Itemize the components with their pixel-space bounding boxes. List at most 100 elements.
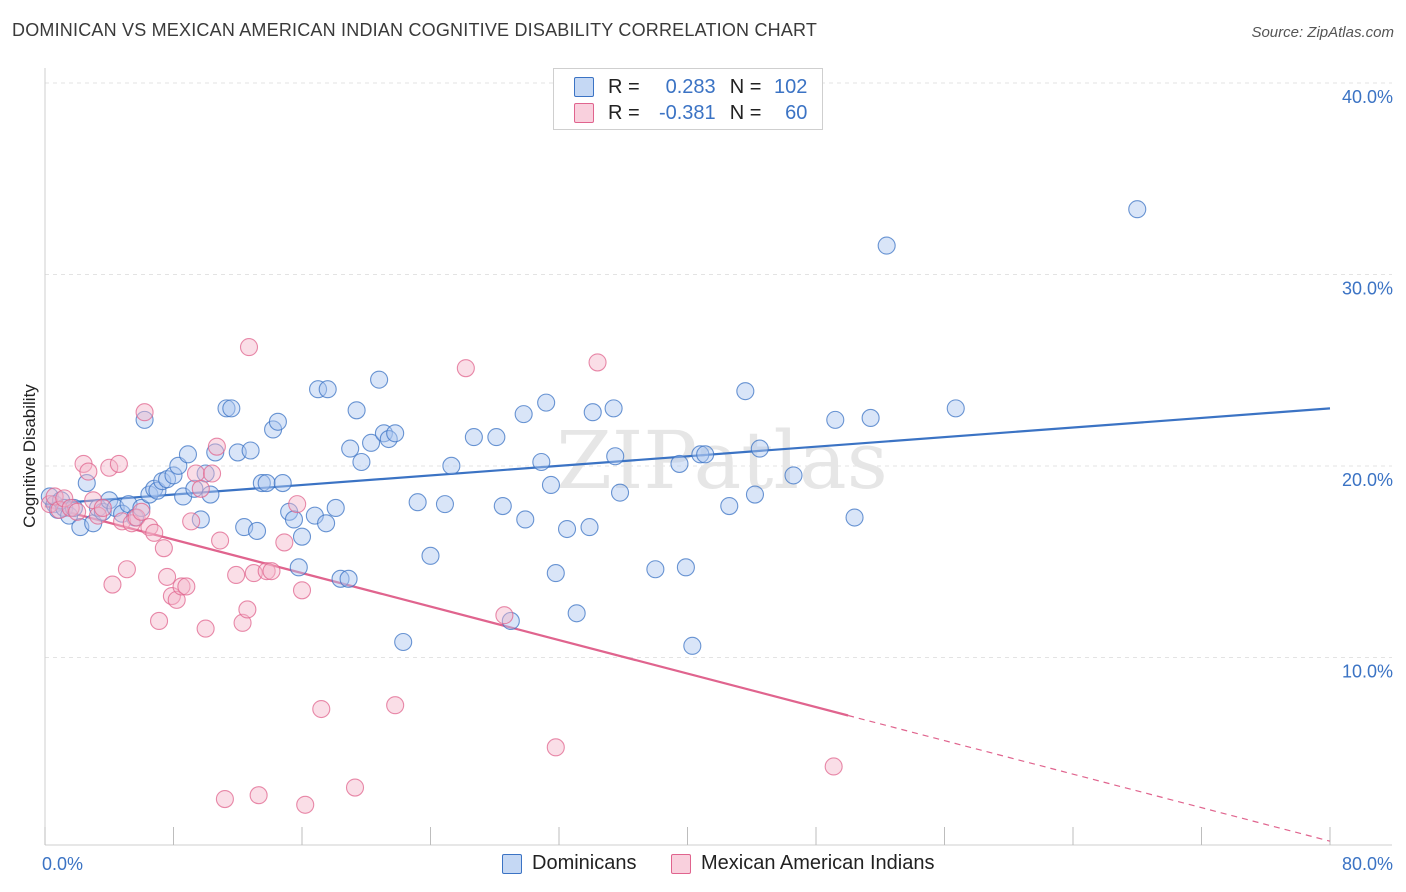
point-dominicans (309, 380, 328, 399)
point-dominicans (514, 405, 533, 424)
point-mexican-american-indians (132, 502, 151, 521)
point-dominicans (317, 514, 336, 533)
x-tick-label-max: 80.0% (1342, 854, 1393, 874)
point-mexican-american-indians (345, 778, 365, 797)
y-tick-label: 30.0% (1342, 279, 1393, 299)
point-dominicans (252, 474, 271, 493)
trend-line-dominicans (44, 407, 1331, 506)
point-dominicans (845, 508, 864, 527)
point-dominicans (583, 403, 602, 422)
point-dominicans (1128, 200, 1147, 219)
point-dominicans (362, 433, 381, 452)
data-points (40, 200, 1147, 814)
point-dominicans (222, 399, 241, 418)
point-mexican-american-indians (191, 479, 210, 498)
grid-lines (45, 82, 1392, 658)
point-mexican-american-indians (177, 577, 196, 596)
point-mexican-american-indians (140, 518, 159, 537)
legend-n-label: N = (729, 75, 762, 98)
legend-label-mexican-american-indians: Mexican American Indians (701, 852, 935, 874)
point-mexican-american-indians (100, 458, 119, 477)
point-mexican-american-indians (824, 757, 843, 776)
y-axis-label: Cognitive Disability (20, 384, 39, 528)
point-dominicans (347, 401, 366, 420)
point-mexican-american-indians (238, 600, 257, 619)
point-mexican-american-indians (167, 590, 186, 609)
point-mexican-american-indians (149, 611, 169, 630)
point-dominicans (537, 393, 556, 412)
point-dominicans (580, 518, 599, 537)
point-mexican-american-indians (207, 437, 226, 456)
point-mexican-american-indians (55, 489, 74, 508)
point-mexican-american-indians (117, 560, 136, 579)
axes (44, 68, 1392, 846)
point-dominicans (318, 380, 337, 399)
point-mexican-american-indians (495, 606, 514, 625)
point-dominicans (178, 445, 198, 464)
point-mexican-american-indians (386, 696, 405, 715)
point-dominicans (546, 564, 565, 583)
legend-label-dominicans: Dominicans (532, 852, 637, 874)
point-dominicans (421, 546, 440, 565)
point-mexican-american-indians (127, 508, 146, 527)
point-dominicans (464, 428, 483, 447)
point-dominicans (750, 439, 769, 458)
point-mexican-american-indians (109, 454, 128, 473)
point-mexican-american-indians (196, 619, 215, 638)
y-tick-label: 10.0% (1342, 662, 1393, 682)
point-dominicans (339, 569, 358, 588)
point-dominicans (284, 510, 304, 529)
point-mexican-american-indians (158, 567, 177, 586)
point-mexican-american-indians (239, 338, 259, 357)
point-dominicans (77, 474, 96, 493)
point-dominicans (135, 410, 154, 429)
point-mexican-american-indians (68, 502, 87, 521)
tick-labels: 10.0% 20.0% 30.0% 40.0% 0.0% 80.0% (42, 87, 1393, 874)
point-dominicans (352, 452, 371, 472)
point-dominicans (289, 558, 308, 577)
point-mexican-american-indians (215, 789, 234, 809)
correlation-legend: R = 0.283 N = 102 R = -0.381 N = 60 (553, 68, 823, 130)
point-dominicans (541, 475, 561, 495)
point-dominicans (292, 527, 312, 546)
point-dominicans (408, 493, 427, 512)
point-dominicans (696, 445, 715, 464)
point-dominicans (720, 496, 739, 516)
point-mexican-american-indians (145, 523, 164, 542)
point-dominicans (164, 466, 183, 485)
point-dominicans (532, 452, 551, 472)
point-dominicans (745, 485, 765, 504)
point-mexican-american-indians (50, 500, 69, 519)
point-mexican-american-indians (257, 562, 276, 581)
legend-swatch-pink (574, 103, 594, 123)
point-mexican-american-indians (182, 512, 201, 531)
point-mexican-american-indians (211, 531, 230, 550)
point-dominicans (100, 491, 119, 510)
point-dominicans (646, 560, 665, 579)
legend-n-value: 60 (785, 101, 808, 124)
source-credit: Source: ZipAtlas.com (1251, 24, 1394, 41)
point-dominicans (557, 519, 577, 539)
y-tick-label: 40.0% (1342, 87, 1393, 107)
point-mexican-american-indians (249, 786, 268, 805)
legend-n-value: 102 (774, 75, 808, 98)
point-mexican-american-indians (154, 539, 173, 558)
trend-line-mexican-american-indians (44, 504, 849, 717)
legend-swatch-blue (574, 77, 594, 97)
legend-item-mexican-american-indians: Mexican American Indians (671, 852, 934, 875)
point-dominicans (268, 412, 287, 431)
point-mexican-american-indians (203, 464, 222, 483)
point-dominicans (826, 410, 845, 429)
point-dominicans (326, 498, 345, 518)
point-dominicans (670, 454, 689, 473)
point-dominicans (273, 474, 292, 493)
legend-n-label: N = (729, 101, 762, 124)
point-dominicans (604, 399, 623, 418)
legend-row-mexican-american-indians: R = -0.381 N = 60 (574, 100, 807, 126)
legend-row-dominicans: R = 0.283 N = 102 (574, 74, 807, 100)
point-mexican-american-indians (135, 403, 154, 422)
trend-line-mexican-american-indians-extension (847, 714, 1331, 842)
point-mexican-american-indians (292, 581, 312, 600)
point-mexican-american-indians (227, 565, 246, 585)
